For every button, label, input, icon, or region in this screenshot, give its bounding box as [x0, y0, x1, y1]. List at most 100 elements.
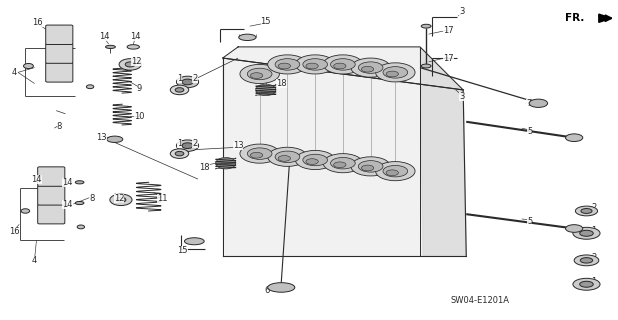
Ellipse shape [127, 45, 140, 49]
Ellipse shape [175, 88, 184, 92]
Text: 6: 6 [265, 286, 270, 295]
Ellipse shape [303, 154, 328, 166]
Ellipse shape [240, 144, 279, 163]
Text: 5: 5 [527, 127, 532, 136]
Ellipse shape [386, 170, 399, 176]
Text: 12: 12 [114, 194, 124, 204]
Text: 15: 15 [261, 17, 271, 26]
Ellipse shape [421, 24, 431, 28]
Ellipse shape [268, 55, 307, 74]
Ellipse shape [565, 225, 583, 232]
Ellipse shape [182, 79, 193, 85]
Text: 2: 2 [591, 253, 596, 262]
Text: 4: 4 [12, 68, 17, 77]
Ellipse shape [351, 58, 391, 77]
Text: 18: 18 [276, 79, 287, 88]
Ellipse shape [278, 63, 290, 69]
Text: 7: 7 [526, 99, 531, 108]
Ellipse shape [386, 71, 399, 77]
Text: 16: 16 [32, 18, 43, 27]
FancyBboxPatch shape [46, 63, 73, 82]
Text: 17: 17 [443, 27, 454, 36]
Text: SW04-E1201A: SW04-E1201A [451, 296, 510, 305]
FancyBboxPatch shape [38, 167, 65, 186]
Ellipse shape [358, 62, 383, 73]
Ellipse shape [184, 238, 204, 245]
Text: 1: 1 [591, 277, 596, 286]
Text: 14: 14 [62, 200, 72, 209]
Text: 14: 14 [99, 32, 109, 41]
Text: 14: 14 [31, 175, 41, 184]
FancyBboxPatch shape [38, 204, 65, 224]
Ellipse shape [116, 197, 126, 202]
Ellipse shape [239, 34, 256, 41]
Polygon shape [222, 58, 466, 256]
Text: 1: 1 [591, 226, 596, 235]
Ellipse shape [334, 63, 346, 69]
Text: 4: 4 [32, 256, 37, 265]
Ellipse shape [334, 162, 346, 168]
Ellipse shape [250, 73, 263, 78]
Ellipse shape [581, 209, 592, 213]
Ellipse shape [323, 154, 363, 173]
Ellipse shape [182, 143, 193, 148]
Ellipse shape [574, 255, 599, 266]
Text: 2: 2 [192, 74, 198, 83]
Ellipse shape [175, 151, 184, 156]
Ellipse shape [176, 140, 198, 151]
Text: 2: 2 [192, 139, 198, 148]
Text: 8: 8 [57, 122, 62, 131]
Text: 11: 11 [157, 194, 167, 204]
Text: 3: 3 [459, 7, 465, 16]
Ellipse shape [351, 157, 391, 176]
Polygon shape [599, 14, 611, 22]
Text: 5: 5 [527, 217, 532, 226]
Ellipse shape [268, 283, 295, 292]
Text: 8: 8 [89, 194, 95, 203]
Ellipse shape [176, 76, 198, 88]
Ellipse shape [362, 165, 374, 171]
Ellipse shape [278, 156, 290, 161]
Ellipse shape [383, 67, 408, 78]
Ellipse shape [275, 151, 300, 163]
Text: 14: 14 [130, 32, 140, 41]
Text: 1: 1 [177, 74, 182, 83]
FancyBboxPatch shape [46, 44, 73, 63]
Ellipse shape [383, 165, 408, 177]
Text: 10: 10 [134, 113, 145, 122]
Ellipse shape [529, 99, 548, 108]
Ellipse shape [306, 63, 318, 69]
Ellipse shape [77, 225, 85, 229]
Ellipse shape [171, 149, 188, 158]
FancyBboxPatch shape [38, 186, 65, 205]
Polygon shape [420, 47, 466, 256]
Polygon shape [222, 47, 463, 90]
Ellipse shape [573, 227, 600, 239]
Ellipse shape [323, 55, 363, 74]
Text: 14: 14 [62, 178, 72, 187]
Ellipse shape [119, 59, 142, 70]
Ellipse shape [362, 66, 374, 72]
Ellipse shape [331, 59, 355, 70]
Ellipse shape [331, 157, 355, 169]
Ellipse shape [303, 59, 328, 70]
Text: 16: 16 [9, 227, 20, 236]
Ellipse shape [250, 152, 263, 158]
Ellipse shape [247, 68, 272, 80]
Text: 3: 3 [459, 92, 465, 101]
Ellipse shape [580, 258, 593, 263]
Ellipse shape [75, 181, 84, 184]
Ellipse shape [75, 201, 84, 204]
Ellipse shape [21, 209, 30, 213]
Ellipse shape [256, 84, 276, 96]
Text: 15: 15 [177, 246, 188, 255]
Ellipse shape [580, 230, 593, 236]
Ellipse shape [107, 136, 123, 142]
Ellipse shape [240, 64, 279, 84]
Text: FR.: FR. [565, 13, 585, 23]
Ellipse shape [23, 63, 33, 68]
Ellipse shape [358, 161, 383, 172]
Ellipse shape [268, 147, 307, 166]
Ellipse shape [580, 281, 593, 287]
Ellipse shape [125, 62, 135, 67]
